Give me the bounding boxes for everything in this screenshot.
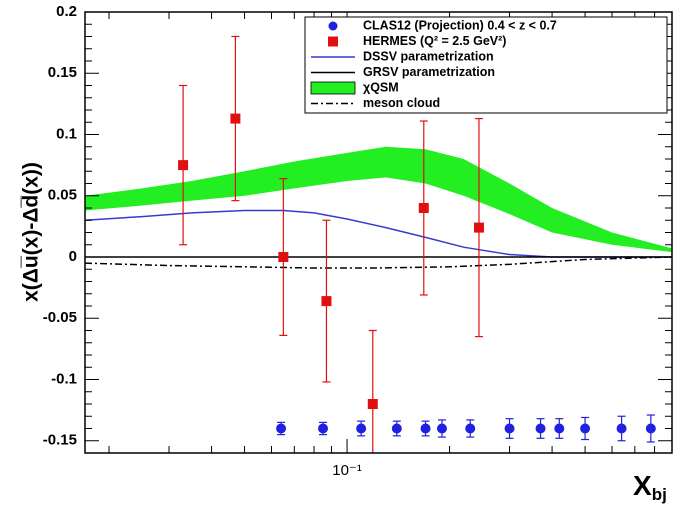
- point: [356, 423, 367, 434]
- point: [278, 252, 289, 262]
- point: [230, 113, 241, 124]
- legend-label: meson cloud: [363, 96, 440, 110]
- x-axis-label: Xbj: [633, 470, 667, 504]
- line: [85, 256, 672, 269]
- legend-label: CLAS12 (Projection) 0.4 < z < 0.7: [363, 18, 557, 32]
- legend-symbol: [328, 36, 338, 47]
- y-tick-label: 0: [69, 248, 77, 265]
- plot-layer: [85, 35, 672, 453]
- x-tick-label: 10⁻¹: [332, 462, 362, 479]
- point: [321, 296, 332, 307]
- legend-symbol: [328, 21, 338, 31]
- x-axis-label-sub: bj: [652, 485, 667, 504]
- point: [473, 222, 484, 233]
- y-tick-label: -0.15: [43, 432, 77, 449]
- legend-box: [304, 16, 668, 114]
- y-axis-label: x(Δu̅(x)-Δd̅(x)): [20, 162, 43, 302]
- y-tick-label: 0.05: [48, 187, 77, 204]
- point: [504, 423, 515, 434]
- point: [535, 423, 546, 434]
- legend-label: DSSV parametrization: [363, 49, 494, 63]
- legend-symbol: [310, 81, 356, 95]
- point: [178, 160, 189, 171]
- y-tick-label: 0.2: [56, 3, 77, 20]
- x-axis-label-main: X: [633, 470, 652, 501]
- point: [554, 423, 565, 434]
- point: [465, 423, 476, 434]
- point: [616, 423, 627, 434]
- point: [391, 423, 402, 434]
- plot-frame: [84, 11, 673, 454]
- point: [580, 423, 591, 434]
- point: [645, 423, 656, 434]
- point: [318, 423, 329, 434]
- y-tick-label: 0.15: [48, 64, 77, 81]
- point: [367, 399, 378, 409]
- point: [436, 423, 447, 434]
- point: [418, 203, 429, 213]
- y-tick-label: -0.05: [43, 309, 77, 326]
- band: [85, 146, 672, 253]
- legend-label: χQSM: [363, 80, 399, 94]
- y-tick-label: -0.1: [51, 370, 77, 387]
- y-tick-label: 0.1: [56, 125, 77, 142]
- legend-label: GRSV parametrization: [363, 65, 495, 79]
- point: [276, 423, 287, 434]
- legend-label: HERMES (Q² = 2.5 GeV²): [363, 34, 506, 48]
- point: [420, 423, 431, 434]
